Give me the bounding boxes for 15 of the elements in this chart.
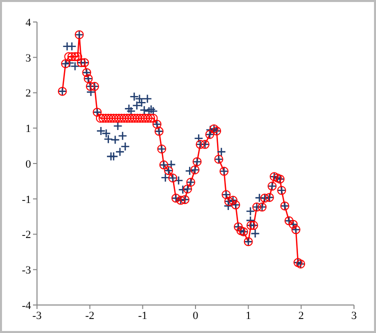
x-tick-label: 0 bbox=[192, 310, 199, 322]
y-tick-label: -3 bbox=[22, 264, 32, 277]
y-tick-label: -1 bbox=[22, 194, 31, 206]
y-tick-label: 4 bbox=[26, 16, 32, 29]
x-tick-label: 2 bbox=[298, 310, 304, 322]
y-tick-label: 2 bbox=[26, 88, 31, 100]
x-tick-label: -1 bbox=[138, 310, 148, 322]
x-tick-label: 1 bbox=[246, 310, 252, 322]
y-tick-label: -4 bbox=[22, 300, 32, 312]
y-tick-label: -2 bbox=[22, 229, 31, 242]
y-tick-label: 0 bbox=[26, 158, 32, 170]
y-tick-label: 1 bbox=[26, 123, 31, 136]
x-tick-label: 3 bbox=[351, 310, 358, 322]
x-tick-label: -2 bbox=[85, 310, 94, 322]
y-tick-label: 3 bbox=[26, 52, 32, 64]
